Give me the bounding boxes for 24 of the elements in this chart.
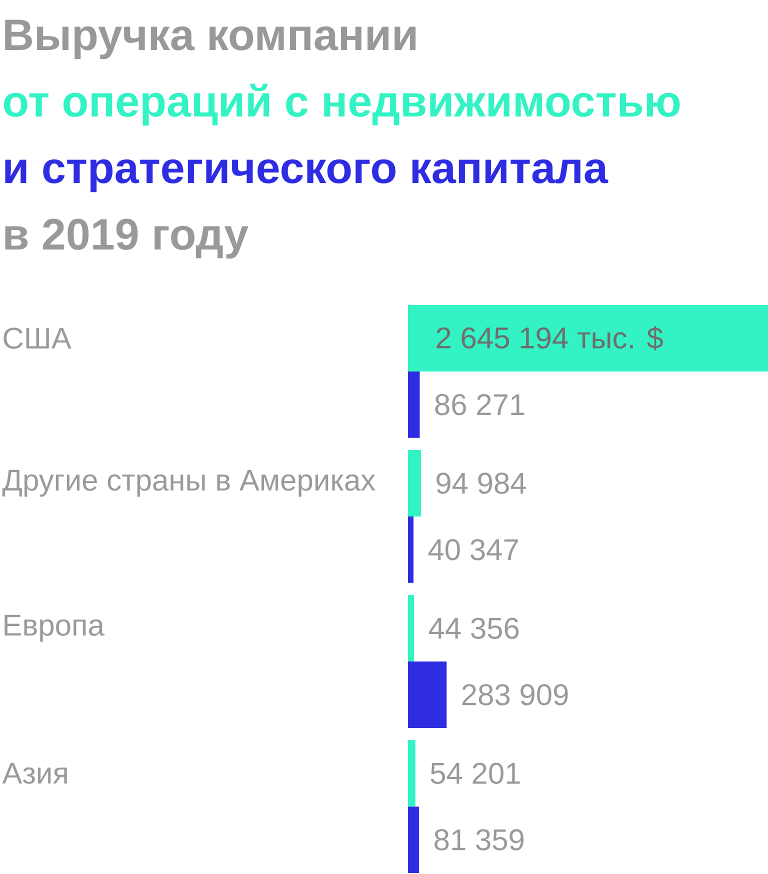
- y-tick-label: Европа: [4, 614, 104, 642]
- data-label: 54 201: [430, 762, 520, 784]
- y-tick-label: Азия: [2, 762, 67, 784]
- chart-title: Выручка компании: [5, 20, 416, 60]
- data-label: 86 271: [435, 394, 524, 416]
- data-label: 283 909: [462, 684, 568, 706]
- data-label: 40 347: [428, 539, 518, 560]
- bar: [408, 806, 420, 874]
- data-label: 44 356: [428, 618, 519, 639]
- bar: [408, 371, 420, 438]
- y-tick-label: США: [4, 328, 72, 349]
- bar: [408, 595, 414, 662]
- data-label: 94 984: [436, 472, 526, 494]
- bar: [408, 662, 447, 728]
- bar: [408, 740, 416, 807]
- bar: [408, 516, 414, 583]
- bar: [408, 305, 768, 372]
- text: от операций с недвижимостью: [4, 84, 680, 126]
- data-label: 2 645 194 тыс. $: [436, 326, 663, 350]
- text: и стратегического капитала: [5, 159, 608, 192]
- bar: [408, 450, 421, 516]
- data-label: 81 359: [434, 829, 524, 850]
- chart-subtitle: в 2019 году: [5, 218, 248, 259]
- y-tick-label: Другие страны в Америках: [2, 470, 376, 497]
